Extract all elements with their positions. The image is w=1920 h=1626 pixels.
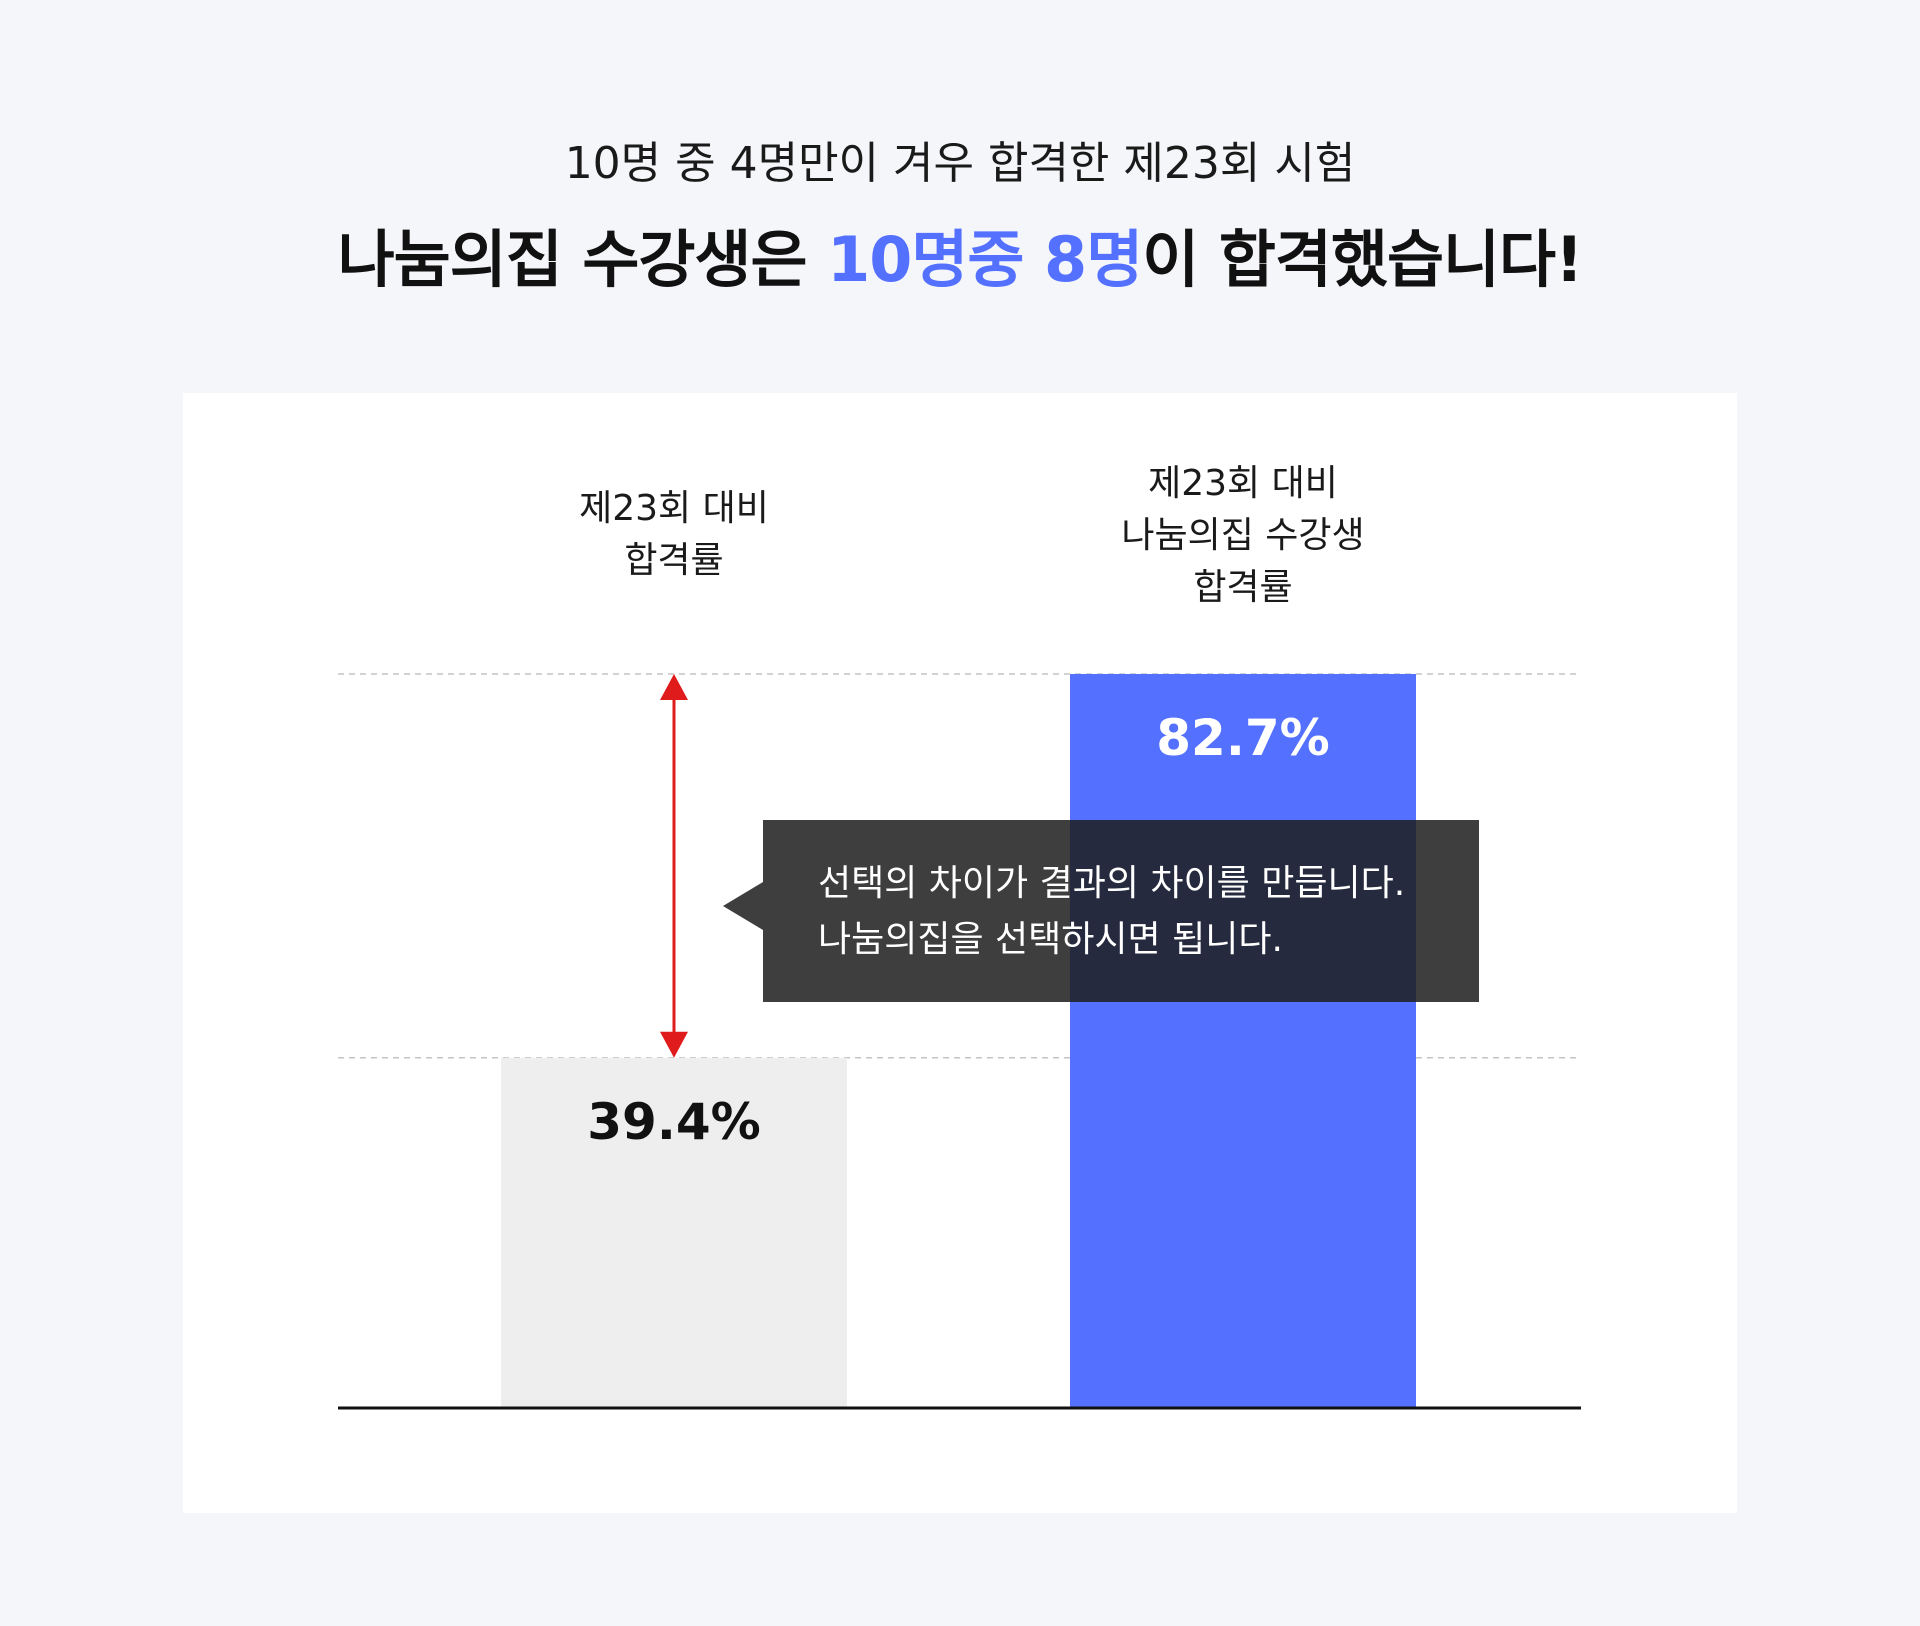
- callout-line-2: 나눔의집을 선택하시면 됩니다.: [818, 919, 1283, 960]
- headline-accent: 10명중 8명: [827, 223, 1143, 296]
- callout-box: 선택의 차이가 결과의 차이를 만듭니다. 나눔의집을 선택하시면 됩니다.: [763, 820, 1479, 1002]
- bar-baseline: [501, 1057, 847, 1407]
- bar-nanum: [1070, 674, 1416, 1407]
- headline-text-before: 나눔의집 수강생은: [337, 223, 828, 296]
- headline: 나눔의집 수강생은 10명중 8명이 합격했습니다!: [0, 222, 1920, 298]
- data-label-nanum: 82.7%: [1156, 709, 1330, 767]
- data-label-baseline: 39.4%: [587, 1092, 761, 1151]
- callout-line-1: 선택의 차이가 결과의 차이를 만듭니다.: [818, 863, 1406, 904]
- chart-card: 제23회 대비 합격률 제23회 대비 나눔의집 수강생 합격률 39.4% 8…: [183, 393, 1737, 1513]
- category-label-baseline: 제23회 대비 합격률: [454, 483, 894, 587]
- bar-chart: [338, 673, 1581, 1410]
- category-label-line: 합격률: [1193, 567, 1293, 608]
- difference-arrow-head-down: [660, 1031, 688, 1058]
- difference-arrow-head-up: [660, 674, 688, 700]
- category-label-nanum: 제23회 대비 나눔의집 수강생 합격률: [1023, 458, 1463, 614]
- callout-pointer: [723, 882, 763, 930]
- category-label-line: 합격률: [624, 540, 724, 581]
- subtitle: 10명 중 4명만이 겨우 합격한 제23회 시험: [564, 138, 1356, 189]
- category-label-line: 제23회 대비: [579, 488, 769, 529]
- category-label-line: 제23회 대비: [1148, 463, 1338, 504]
- headline-text-after: 이 합격했습니다!: [1142, 223, 1583, 296]
- category-label-line: 나눔의집 수강생: [1121, 515, 1365, 556]
